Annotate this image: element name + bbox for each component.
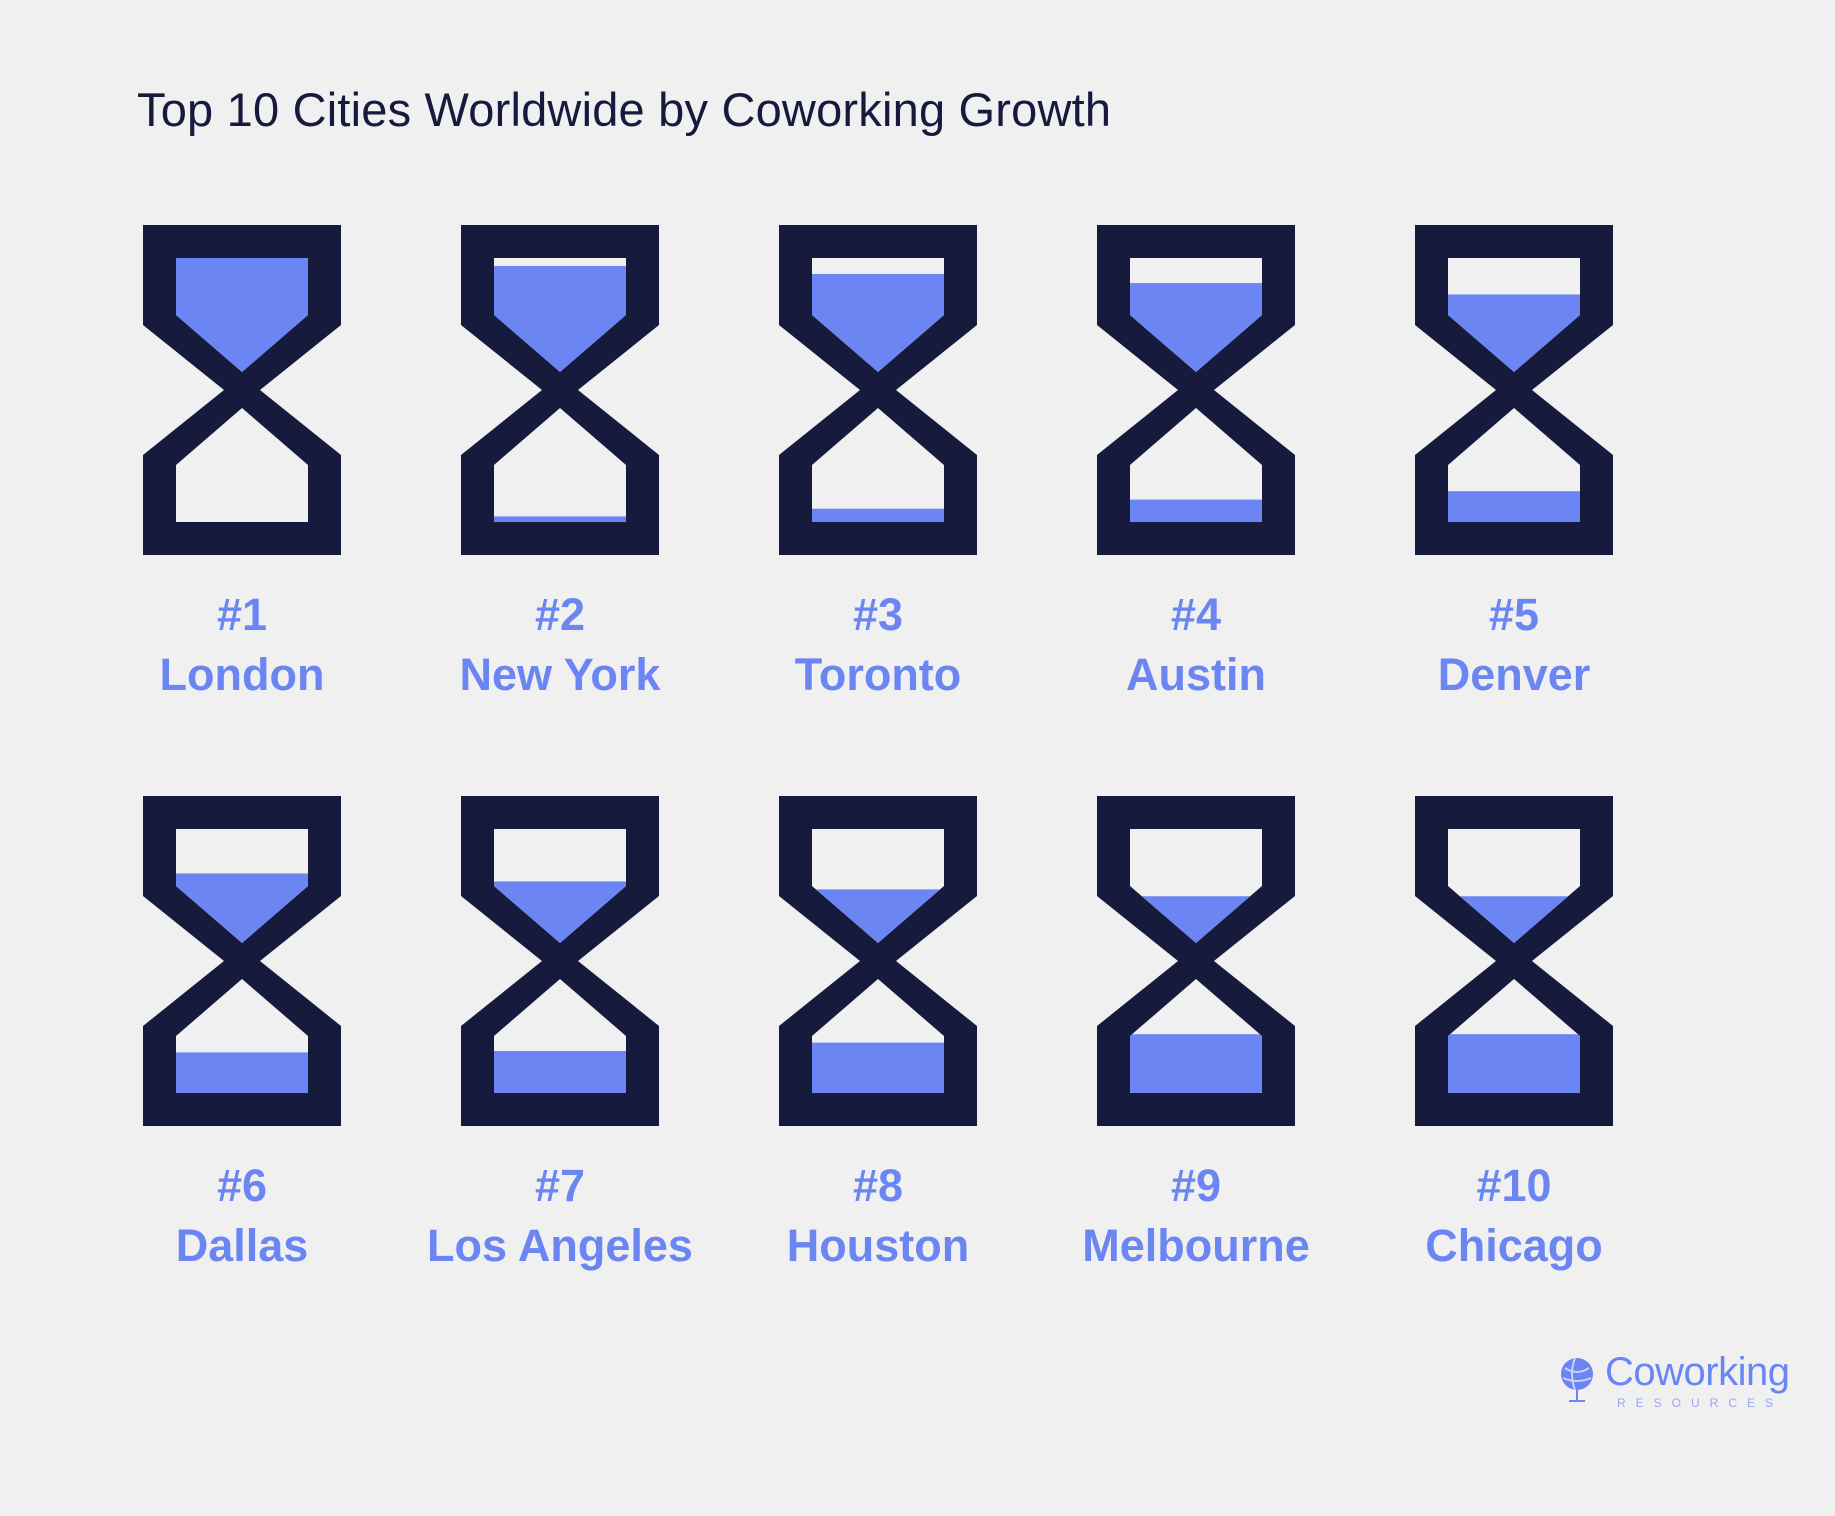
city-rank: #2 [534, 589, 586, 640]
city-rank: #10 [1476, 1160, 1552, 1211]
hourglass-grid: #1 London #2 New York #3 Toronto #4 Austin #5 Den… [82, 225, 1674, 1271]
hourglass-icon [1097, 225, 1295, 555]
city-card: #10 Chicago [1354, 796, 1674, 1516]
hourglass-icon [143, 225, 341, 555]
city-name: Houston [786, 1220, 970, 1271]
city-name: Melbourne [1082, 1220, 1310, 1271]
hourglass-icon [1415, 225, 1613, 555]
city-name: New York [459, 649, 661, 700]
city-card: #9 Melbourne [1036, 796, 1356, 1516]
hourglass-icon [779, 225, 977, 555]
city-rank: #1 [216, 589, 268, 640]
city-card: #7 Los Angeles [400, 796, 720, 1516]
logo-subtext: RESOURCES [1617, 1396, 1784, 1410]
city-rank: #8 [852, 1160, 904, 1211]
city-card: #3 Toronto [718, 225, 1038, 945]
city-card: #1 London [82, 225, 402, 945]
hourglass-icon [1415, 796, 1613, 1126]
city-name: Chicago [1425, 1220, 1603, 1271]
city-rank: #9 [1170, 1160, 1222, 1211]
city-name: London [159, 649, 325, 700]
city-card: #8 Houston [718, 796, 1038, 1516]
hourglass-icon [143, 796, 341, 1126]
city-name: Los Angeles [427, 1220, 693, 1271]
hourglass-icon [1097, 796, 1295, 1126]
city-name: Toronto [794, 649, 962, 700]
city-rank: #5 [1488, 589, 1540, 640]
hourglass-icon [461, 225, 659, 555]
city-rank: #4 [1170, 589, 1222, 640]
city-card: #2 New York [400, 225, 720, 945]
city-rank: #7 [534, 1160, 586, 1211]
page-title: Top 10 Cities Worldwide by Coworking Gro… [137, 83, 1112, 136]
city-rank: #3 [852, 589, 904, 640]
city-name: Austin [1126, 649, 1266, 700]
coworking-resources-logo[interactable]: Coworking RESOURCES [1557, 1350, 1797, 1410]
globe-icon [1561, 1357, 1593, 1402]
city-name: Denver [1437, 649, 1591, 700]
logo-word: Coworking [1605, 1350, 1790, 1394]
hourglass-icon [461, 796, 659, 1126]
city-rank: #6 [216, 1160, 268, 1211]
hourglass-icon [779, 796, 977, 1126]
city-name: Dallas [175, 1220, 309, 1271]
city-card: #4 Austin [1036, 225, 1356, 945]
city-card: #6 Dallas [82, 796, 402, 1516]
city-card: #5 Denver [1354, 225, 1674, 945]
